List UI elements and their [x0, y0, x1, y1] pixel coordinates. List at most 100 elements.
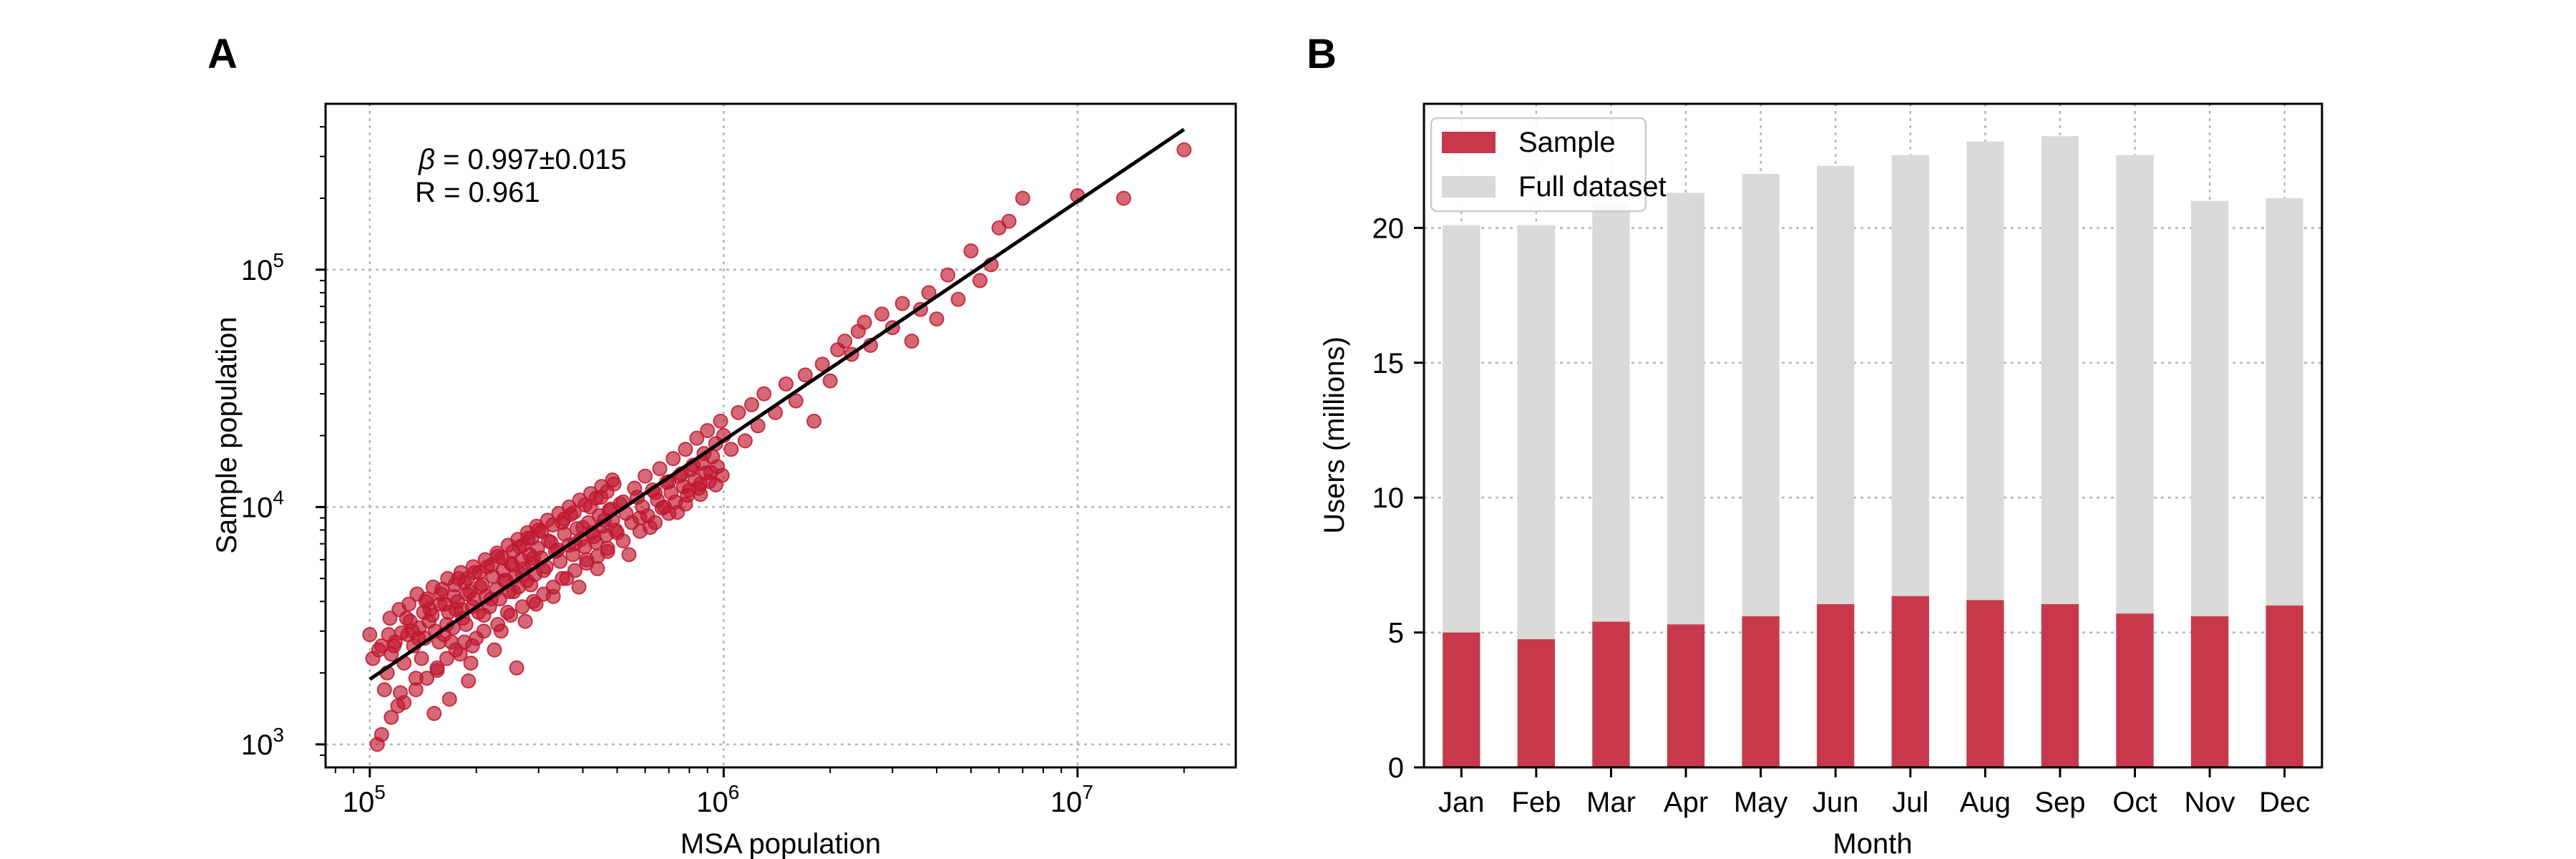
scatter-point [461, 673, 477, 689]
scatter-point [700, 422, 716, 438]
bar-sample [2265, 605, 2303, 767]
scatter-point [814, 356, 830, 372]
scatter-point [362, 627, 378, 643]
legend-label-sample: Sample [1518, 127, 1616, 158]
scatter-point [408, 681, 424, 697]
scatter-point [384, 709, 399, 725]
scatter-point [929, 311, 945, 327]
scatter-point [665, 451, 681, 467]
legend-label-full-dataset: Full dataset [1518, 171, 1667, 203]
scatter-point [566, 505, 582, 520]
scatter-point [503, 607, 519, 623]
scatter-points [362, 142, 1192, 752]
bar-x-tick-label: Nov [2185, 787, 2235, 818]
legend-swatch-full-dataset [1442, 176, 1496, 198]
bar-y-tick-label: 20 [1372, 213, 1405, 244]
scatter-point [386, 638, 402, 654]
scatter-point [600, 540, 615, 556]
scatter-point [431, 634, 447, 650]
scatter-point [689, 430, 705, 446]
scatter-point [647, 515, 663, 530]
scatter-y-tick-label: 104 [241, 486, 284, 523]
scatter-point [490, 616, 506, 632]
scatter-point [579, 555, 595, 571]
scatter-x-tick-label: 105 [343, 781, 386, 818]
scatter-y-tick-exponent: 5 [273, 249, 284, 271]
scatter-point [963, 243, 979, 258]
scatter-point [950, 291, 966, 307]
scatter-point [632, 523, 648, 539]
bar-x-tick-label: Jul [1892, 787, 1928, 818]
scatter-point [822, 373, 838, 389]
scatter-point [419, 670, 435, 686]
scatter-point [756, 386, 772, 402]
scatter-point [472, 565, 487, 581]
scatter-point [565, 547, 581, 563]
bar-x-axis-label: Month [1833, 828, 1912, 859]
scatter-point [552, 553, 568, 569]
scatter-point [723, 442, 739, 457]
scatter-point [487, 642, 502, 658]
scatter-y-tick-exponent: 3 [273, 724, 284, 746]
bar-y-tick-label: 0 [1388, 752, 1404, 784]
scatter-y-tick-exponent: 4 [273, 486, 284, 508]
scatter-point [737, 433, 753, 449]
scatter-point [894, 296, 910, 311]
scatter-point [678, 496, 693, 512]
scatter-point [517, 613, 533, 629]
scatter-y-tick-label: 103 [241, 724, 284, 761]
beta-annotation: β = 0.997±0.015 [418, 144, 627, 175]
scatter-y-axis-label: Sample population [211, 316, 243, 553]
scatter-x-tick-exponent: 7 [1082, 781, 1093, 803]
scatter-point [743, 397, 759, 412]
bar-sample [1966, 600, 2004, 767]
bar-sample [2041, 604, 2079, 767]
bar-sample [1667, 624, 1705, 767]
panel-label-a: A [208, 31, 238, 77]
scatter-point [396, 694, 412, 710]
scatter-point [590, 548, 605, 564]
scatter-point [857, 314, 872, 330]
bar-x-tick-label: Feb [1511, 787, 1561, 818]
bar-sample [1517, 639, 1556, 767]
scatter-point [940, 267, 956, 283]
scatter-point [652, 461, 668, 477]
scatter-point [693, 487, 708, 503]
scatter-point [525, 593, 541, 609]
scatter-point [374, 727, 389, 742]
scatter-point [376, 681, 392, 697]
scatter-x-axis-label: MSA population [680, 828, 881, 859]
bar-sample [2116, 613, 2154, 767]
scatter-point [638, 468, 653, 484]
beta-value: = 0.997±0.015 [435, 144, 627, 175]
bar-y-axis-label: Users (millions) [1319, 336, 1350, 534]
scatter-point [797, 367, 813, 383]
scatter-point [806, 413, 822, 429]
scatter-point [1015, 190, 1030, 206]
bar-x-tick-label: May [1734, 787, 1788, 818]
scatter-point [661, 505, 677, 521]
scatter-point [418, 593, 434, 609]
scatter-point [921, 285, 937, 301]
scatter-point [788, 393, 804, 409]
scatter-y-tick-label: 105 [241, 249, 284, 286]
scatter-point [464, 638, 480, 654]
scatter-point [1001, 213, 1017, 229]
scatter-point [494, 550, 510, 566]
bar-x-tick-label: Jan [1438, 787, 1485, 818]
scatter-point [621, 547, 637, 563]
scatter-point [441, 691, 457, 707]
scatter-point [433, 586, 449, 602]
bar-x-tick-label: Mar [1586, 787, 1636, 818]
bar-sample [1817, 604, 1855, 767]
bar-x-tick-label: Oct [2112, 787, 2157, 818]
scatter-x-tick-exponent: 5 [374, 781, 386, 803]
scatter-point [571, 579, 587, 595]
bar-sample [2190, 616, 2229, 767]
scatter-point [458, 616, 474, 632]
scatter-point [615, 533, 631, 549]
bar-x-tick-label: Aug [1960, 787, 2011, 818]
bar-y-tick-label: 10 [1372, 482, 1405, 514]
scatter-point [414, 651, 429, 666]
